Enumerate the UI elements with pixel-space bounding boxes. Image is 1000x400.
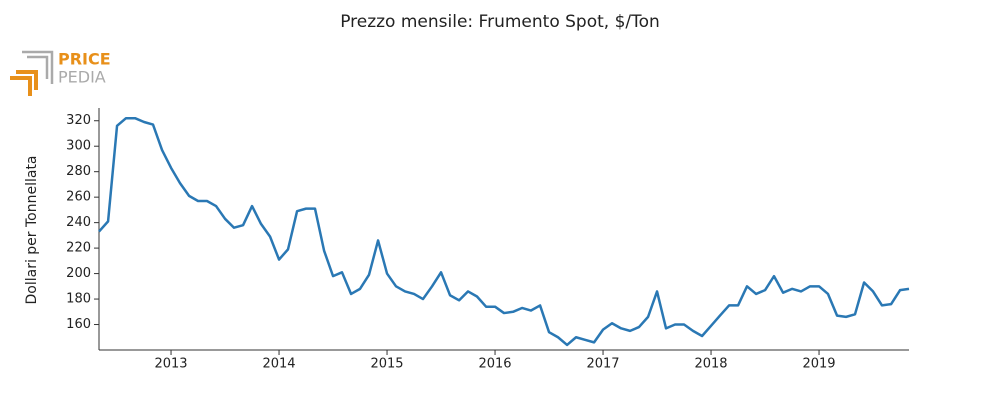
logo-text: PEDIA <box>58 68 106 87</box>
y-tick-label: 200 <box>66 266 91 281</box>
y-tick-label: 280 <box>66 164 91 179</box>
y-tick-label: 180 <box>66 292 91 307</box>
y-tick-label: 320 <box>66 113 91 128</box>
chart-title: Prezzo mensile: Frumento Spot, $/Ton <box>340 12 660 32</box>
y-tick-label: 300 <box>66 139 91 154</box>
y-tick-label: 160 <box>66 317 91 332</box>
logo-icon <box>22 50 54 84</box>
series-line <box>98 116 910 347</box>
logo-text: PRICE <box>58 50 111 69</box>
x-tick-label: 2017 <box>586 357 619 372</box>
x-tick-label: 2019 <box>802 357 835 372</box>
y-axis-label: Dollari per Tonnellata <box>24 155 40 304</box>
x-tick-label: 2018 <box>694 357 727 372</box>
x-tick-label: 2014 <box>262 357 295 372</box>
logo-icon <box>10 70 38 96</box>
y-tick-label: 260 <box>66 190 91 205</box>
x-tick-label: 2015 <box>370 357 403 372</box>
logo: PRICE PEDIA <box>10 50 111 96</box>
y-tick-label: 220 <box>66 241 91 256</box>
x-tick-label: 2016 <box>478 357 511 372</box>
y-tick-label: 240 <box>66 215 91 230</box>
x-tick-label: 2013 <box>154 357 187 372</box>
